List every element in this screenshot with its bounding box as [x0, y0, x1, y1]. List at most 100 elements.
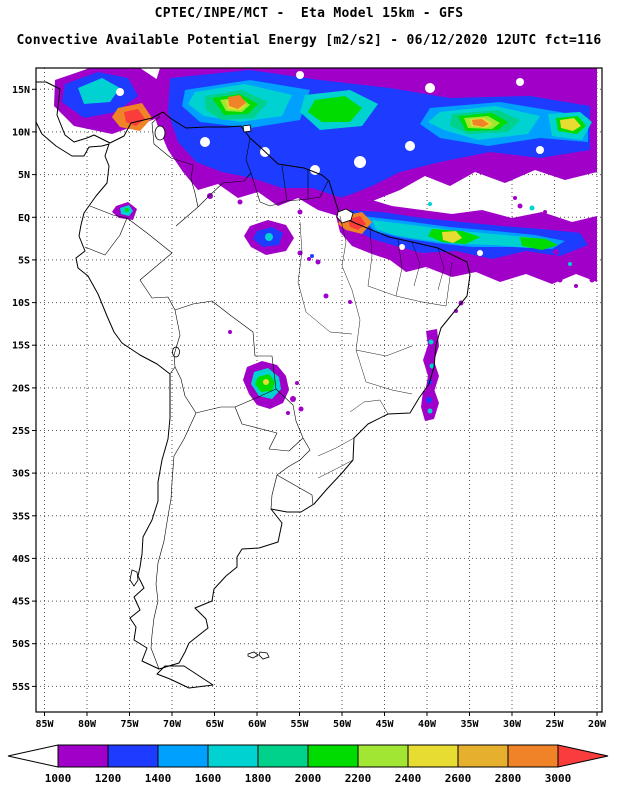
- page-title: CPTEC/INPE/MCT - Eta Model 15km - GFS: [154, 6, 464, 21]
- cape-contour-level-0: [547, 261, 553, 267]
- cape-contour-level-5: [520, 237, 558, 250]
- colorbar-segment: [157, 744, 209, 768]
- tierra-del-fuego: [156, 665, 214, 689]
- lat-tick-label: 10N: [12, 127, 30, 138]
- cape-contour-level-0: [557, 277, 563, 283]
- cape-contour-level-0: [297, 209, 303, 215]
- state-borders: [297, 215, 453, 479]
- colorbar-segment: [257, 744, 309, 768]
- lat-tick-label: 35S: [12, 511, 30, 522]
- cape-contour-level-5: [308, 96, 362, 122]
- cape-contour-level-0: [585, 247, 591, 253]
- map-graphic: [354, 156, 366, 168]
- lon-tick-label: 65W: [205, 719, 224, 730]
- colorbar-tick-label: 2600: [445, 772, 472, 785]
- cape-contour-level-1: [310, 254, 314, 258]
- cape-contour-level-0: [591, 259, 597, 265]
- cape-contour-level-10: [124, 109, 145, 126]
- lon-tick-label: 80W: [78, 719, 97, 730]
- cape-contour-level-0: [348, 300, 352, 304]
- lat-tick-label: 15S: [12, 341, 30, 352]
- lat-tick-label: 10S: [12, 298, 30, 309]
- cape-contour-level-7: [263, 379, 269, 385]
- lon-tick-label: 45W: [375, 719, 394, 730]
- cape-shaded-field: [54, 68, 597, 421]
- lon-tick-label: 55W: [290, 719, 309, 730]
- colorbar-tick-label: 3000: [545, 772, 572, 785]
- colorbar-tick-label: 2000: [295, 772, 322, 785]
- cape-contour-level-0: [571, 257, 577, 263]
- colorbar-segment: [457, 744, 509, 768]
- colorbar-segment: [207, 744, 259, 768]
- lat-tick-label: 50S: [12, 639, 30, 650]
- map-graphic: [425, 83, 435, 93]
- lat-tick-label: 5N: [18, 170, 30, 181]
- cape-contour-level-3: [265, 233, 273, 241]
- lon-tick-label: 20W: [588, 719, 607, 730]
- coastline: [35, 81, 471, 670]
- cape-contour-level-0: [537, 269, 543, 275]
- colorbar-tick-label: 2400: [395, 772, 422, 785]
- cape-contour-level-0: [307, 257, 311, 261]
- cape-contour-level-1: [426, 397, 432, 403]
- map-plot: 85W 80W 75W 70W 65W 60W 55W 50W 45W 40W 35W 30W 25W 2…: [12, 67, 607, 730]
- cape-contour-level-10: [348, 216, 366, 230]
- cape-contour-level-0: [286, 411, 290, 415]
- cape-contour-level-0: [207, 193, 213, 199]
- colorbar-legend: 1000 1200 1400 1600 1800 2000 2200 2400 2600 2800…: [7, 744, 609, 785]
- map-graphic: [405, 141, 415, 151]
- lon-tick-label: 30W: [503, 719, 522, 730]
- lat-tick-label: 30S: [12, 469, 30, 480]
- cape-contour-level-5: [125, 208, 129, 212]
- map-graphic: [296, 71, 304, 79]
- lat-tick-label: 55S: [12, 682, 30, 693]
- cape-contour-level-0: [315, 259, 321, 265]
- colorbar-tick-label: 1400: [145, 772, 172, 785]
- cape-contour-level-3: [427, 408, 433, 414]
- lon-tick-label: 35W: [460, 719, 479, 730]
- map-graphic: [200, 137, 210, 147]
- lon-tick-label: 60W: [248, 719, 267, 730]
- colorbar-tick-label: 1200: [95, 772, 122, 785]
- colorbar-segment: [107, 744, 159, 768]
- cape-contour-level-0: [265, 193, 271, 199]
- cape-contour-level-0: [297, 250, 303, 256]
- lat-tick-label: 45S: [12, 597, 30, 608]
- lat-tick-label: 20S: [12, 383, 30, 394]
- cape-contour-level-0: [421, 389, 439, 421]
- lat-tick-label: 40S: [12, 554, 30, 565]
- lon-tick-label: 70W: [163, 719, 182, 730]
- map-graphic: [536, 146, 544, 154]
- axis-ticks-and-labels: 85W 80W 75W 70W 65W 60W 55W 50W 45W 40W 35W 30W 25W 2…: [12, 85, 607, 730]
- cape-contour-level-0: [574, 284, 578, 288]
- cape-contour-level-0: [295, 381, 299, 385]
- cape-contour-level-0: [323, 293, 329, 299]
- colorbar-segment: [507, 744, 559, 768]
- colorbar-segment: [307, 744, 359, 768]
- colorbar-tick-label: 2800: [495, 772, 522, 785]
- cape-contour-level-3: [78, 78, 120, 104]
- page-subtitle: Convective Available Potential Energy [m…: [16, 33, 602, 48]
- cape-contour-level-3: [568, 262, 572, 266]
- map-graphic: [516, 78, 524, 86]
- cape-contour-level-9: [228, 95, 246, 109]
- lon-tick-label: 25W: [545, 719, 564, 730]
- lat-tick-label: 15N: [12, 85, 30, 96]
- cape-contour-level-3: [428, 202, 432, 206]
- geography-layer: [35, 81, 471, 689]
- cape-contour-level-0: [513, 196, 517, 200]
- cape-contour-level-0: [579, 269, 585, 275]
- cape-contour-level-0: [290, 396, 296, 402]
- cape-contour-level-0: [228, 330, 232, 334]
- colorbar-tick-label: 1800: [245, 772, 272, 785]
- lon-tick-label: 40W: [418, 719, 437, 730]
- lon-tick-label: 85W: [35, 719, 54, 730]
- lat-tick-label: 25S: [12, 426, 30, 437]
- cape-contour-level-7: [442, 231, 462, 243]
- colorbar-left-arrow: [7, 744, 59, 768]
- lon-tick-label: 75W: [120, 719, 139, 730]
- map-graphic: [116, 88, 124, 96]
- colorbar-tick-label: 2200: [345, 772, 372, 785]
- plot-frame: [35, 67, 603, 713]
- lat-tick-label: 5S: [18, 255, 30, 266]
